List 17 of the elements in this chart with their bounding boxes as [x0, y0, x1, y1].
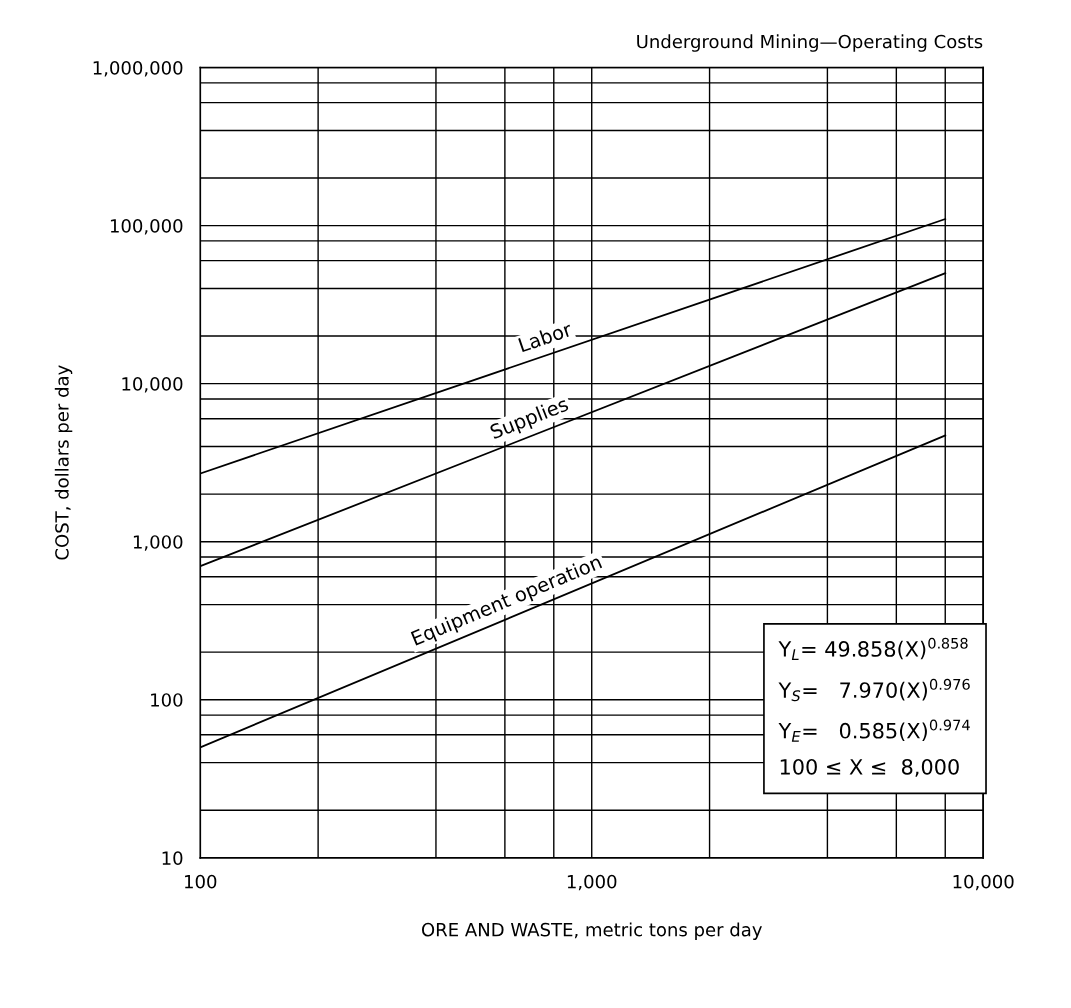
y-tick-label: 1,000,000 — [93, 61, 183, 77]
annotation: Y$_{L}$= 49.858(X)$^{0.858}$ — [778, 637, 968, 660]
x-axis-title: ORE AND WASTE, metric tons per day — [421, 922, 762, 940]
y-tick-label: 100,000 — [110, 219, 183, 235]
y-tick-label: 10,000 — [122, 377, 183, 393]
chart-title: Underground Mining—Operating Costs — [637, 34, 983, 52]
annotation: Y$_{S}$= 7.970(X)$^{0.976}$ — [778, 678, 970, 702]
text: Labor — [517, 320, 574, 353]
annotation: Y$_{E}$= 0.585(X)$^{0.974}$ — [778, 719, 970, 742]
x-tick-label: 100 — [185, 874, 217, 889]
y-axis-title: COST, dollars per day — [54, 365, 73, 560]
y-tick-label: 10 — [162, 851, 183, 865]
y-tick-label: 1,000 — [133, 535, 183, 551]
y-tick-label: 100 — [151, 693, 183, 707]
x-tick-label: 10,000 — [953, 874, 1014, 891]
annotation: 100 ≤ X ≤ 8,000 — [780, 758, 959, 777]
x-tick-label: 1,000 — [567, 874, 617, 891]
